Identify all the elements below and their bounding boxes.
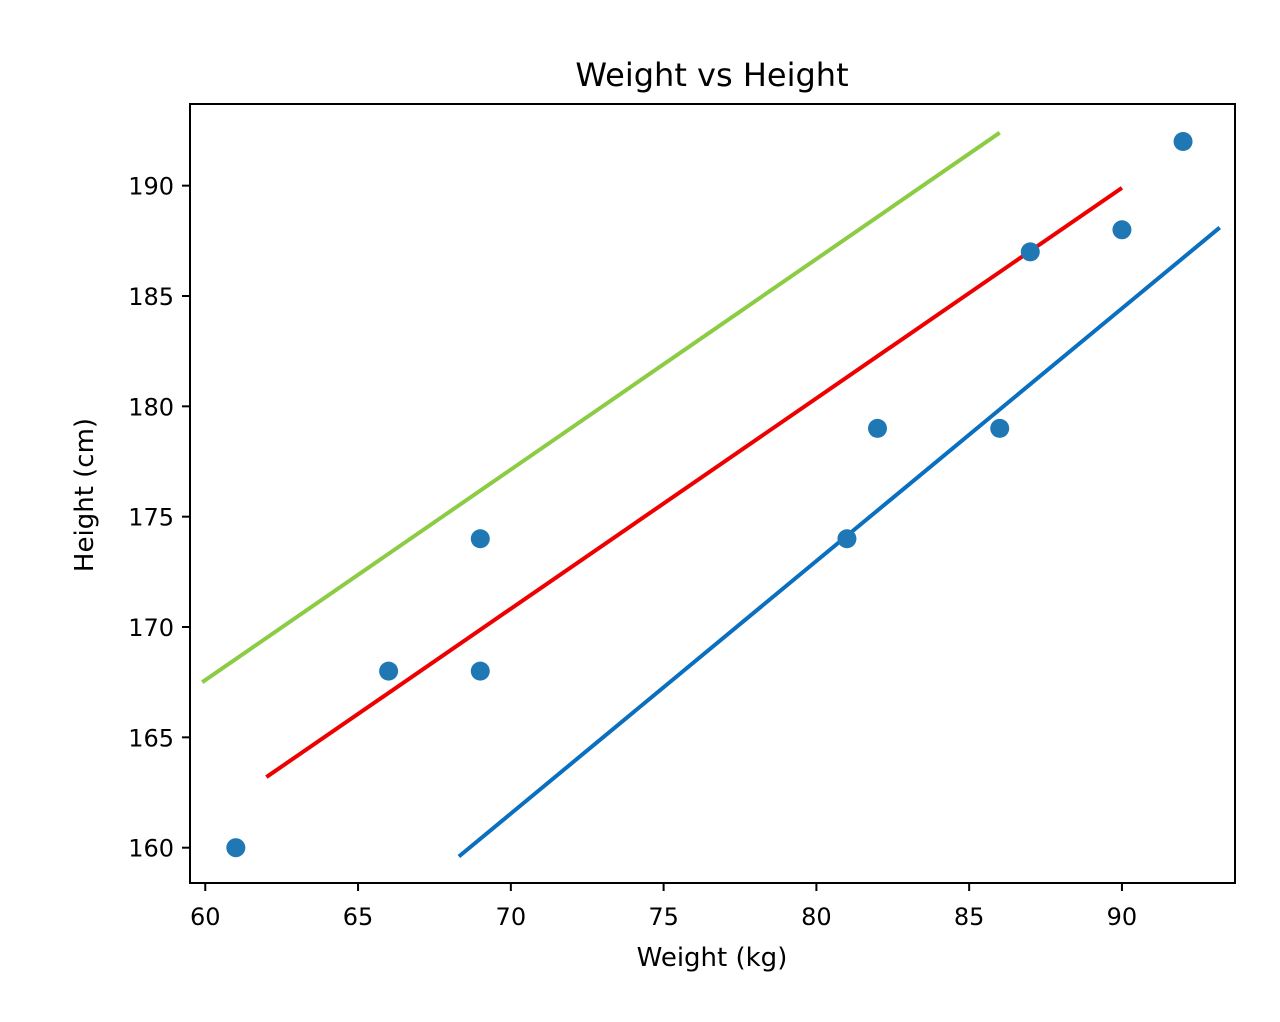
y-tick-label: 185 — [128, 283, 174, 311]
data-point-3 — [470, 661, 490, 681]
plot-area — [190, 104, 1235, 883]
y-tick-label: 165 — [128, 724, 174, 752]
x-tick-label: 85 — [954, 903, 985, 931]
y-tick-label: 175 — [128, 504, 174, 532]
data-point-5 — [837, 529, 857, 549]
axes-border — [189, 103, 1236, 884]
x-tick-label: 75 — [648, 903, 679, 931]
y-axis-label: Height (cm) — [70, 418, 100, 572]
x-tick-label: 70 — [496, 903, 527, 931]
y-tick-label: 170 — [128, 614, 174, 642]
data-points — [226, 132, 1193, 858]
data-point-8 — [1020, 242, 1040, 262]
plot-background — [190, 104, 1235, 883]
data-point-2 — [379, 661, 399, 681]
x-axis-ticks: 60 65 70 75 80 85 90 — [190, 883, 1137, 931]
x-tick-label: 90 — [1107, 903, 1138, 931]
chart-title: Weight vs Height — [575, 56, 848, 94]
trend-line-2 — [265, 186, 1124, 779]
x-tick-label: 65 — [343, 903, 374, 931]
x-tick-label: 80 — [801, 903, 832, 931]
data-point-6 — [868, 418, 887, 438]
axes-frame — [189, 103, 1236, 884]
data-point-10 — [1173, 132, 1193, 152]
data-point-4 — [470, 529, 490, 549]
x-axis-label: Weight (kg) — [637, 943, 788, 973]
data-point-1 — [226, 838, 246, 858]
y-axis-ticks: 160 165 170 175 180 185 190 — [128, 173, 190, 863]
data-point-9 — [1112, 220, 1132, 240]
x-tick-label: 60 — [190, 903, 221, 931]
y-tick-label: 180 — [128, 393, 174, 421]
y-tick-label: 160 — [128, 835, 174, 863]
trend-line-1 — [201, 131, 1001, 684]
data-point-7 — [990, 418, 1010, 438]
y-tick-label: 190 — [128, 173, 174, 201]
